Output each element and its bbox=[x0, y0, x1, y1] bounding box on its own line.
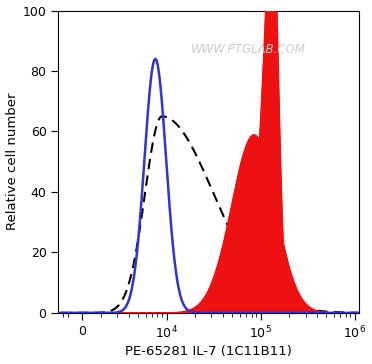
Y-axis label: Relative cell number: Relative cell number bbox=[6, 93, 19, 230]
Text: WWW.PTGLAB.COM: WWW.PTGLAB.COM bbox=[190, 43, 305, 56]
X-axis label: PE-65281 IL-7 (1C11B11): PE-65281 IL-7 (1C11B11) bbox=[125, 345, 292, 359]
